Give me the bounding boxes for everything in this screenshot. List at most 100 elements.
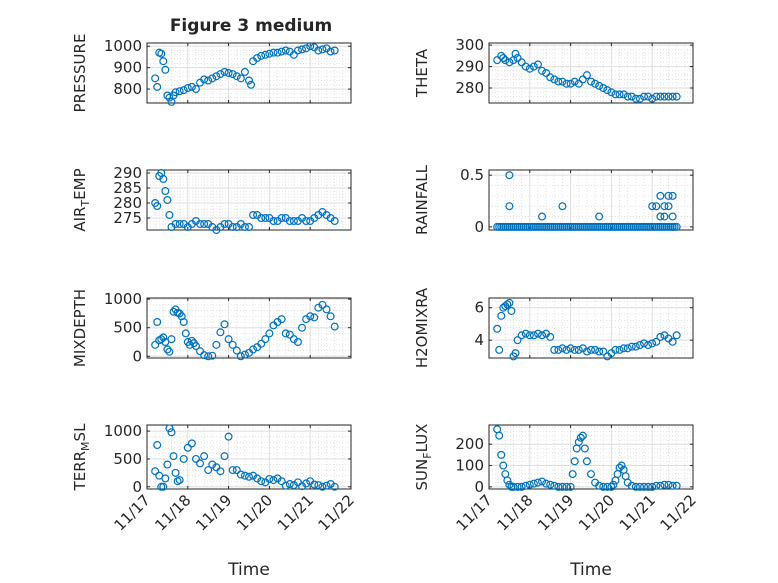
data-point (245, 472, 254, 481)
data-point (599, 83, 608, 92)
data-point (562, 482, 571, 491)
axes-frame (488, 424, 694, 490)
data-point (298, 323, 307, 332)
data-point (495, 431, 504, 440)
subplot-mixdepth: 0 500 1000 MIXDEPTH (71, 289, 352, 367)
data-point (220, 220, 229, 229)
data-point (232, 466, 241, 475)
data-point (326, 312, 335, 321)
data-point (611, 90, 620, 99)
data-point (521, 329, 530, 338)
data-point (159, 57, 168, 66)
data-point (648, 202, 657, 211)
data-point (652, 202, 661, 211)
y-tick-label: 6 (474, 299, 484, 317)
data-point (570, 345, 579, 354)
data-point (582, 71, 591, 80)
data-point (497, 450, 506, 459)
data-point (538, 212, 547, 221)
data-point (257, 477, 266, 486)
data-point (517, 58, 526, 67)
data-point (509, 482, 518, 491)
y-axis-label: THETA (413, 48, 431, 98)
data-point (648, 339, 657, 348)
data-point (212, 72, 221, 81)
data-point (578, 431, 587, 440)
data-point (171, 468, 180, 477)
data-point (257, 339, 266, 348)
data-point (607, 482, 616, 491)
data-point (566, 482, 575, 491)
data-point (631, 94, 640, 103)
data-point (525, 64, 534, 73)
data-point (619, 90, 628, 99)
data-point (554, 77, 563, 86)
data-point (668, 337, 677, 346)
data-point (497, 51, 506, 60)
data-point (664, 202, 673, 211)
data-point (204, 466, 213, 475)
data-point (289, 50, 298, 59)
data-point (505, 480, 514, 489)
data-point (660, 92, 669, 101)
data-point (228, 70, 237, 79)
data-point (586, 470, 595, 479)
data-point (330, 322, 339, 331)
data-point (306, 42, 315, 51)
data-point (499, 461, 508, 470)
data-point (200, 452, 209, 461)
data-point (546, 480, 555, 489)
y-axis-label: MIXDEPTH (71, 289, 89, 367)
data-point (269, 48, 278, 57)
data-point (656, 92, 665, 101)
data-point (627, 481, 636, 490)
data-point (529, 479, 538, 488)
data-point (200, 351, 209, 360)
data-point (236, 74, 245, 83)
data-point (224, 335, 233, 344)
data-point (503, 300, 512, 309)
data-point (505, 58, 514, 67)
data-point (163, 196, 172, 205)
data-point (179, 86, 188, 95)
data-point (538, 331, 547, 340)
data-point (595, 81, 604, 90)
data-point (558, 482, 567, 491)
data-point (623, 344, 632, 353)
data-point (505, 171, 514, 180)
data-point (289, 217, 298, 226)
subplot-rainfall: 0 0.5 RAINFALL (413, 164, 694, 236)
y-tick-label: 275 (113, 209, 142, 227)
data-point (599, 482, 608, 491)
data-point (640, 92, 649, 101)
data-point (529, 331, 538, 340)
y-tick-label: 0.5 (460, 166, 484, 184)
y-tick-label: 500 (113, 319, 142, 337)
data-point (310, 313, 319, 322)
data-point (208, 351, 217, 360)
data-point (668, 191, 677, 200)
data-point (529, 62, 538, 71)
x-axis-label: Time (227, 560, 270, 580)
data-point (277, 315, 286, 324)
data-point (302, 44, 311, 53)
data-point (640, 482, 649, 491)
data-point (558, 344, 567, 353)
data-point (513, 336, 522, 345)
data-point (533, 478, 542, 487)
data-point (183, 83, 192, 92)
data-point (191, 454, 200, 463)
data-point (265, 329, 274, 338)
y-tick-label: 280 (455, 79, 484, 97)
y-axis-label: SUNFLUX (413, 424, 434, 491)
data-point (615, 90, 624, 99)
y-tick-label: 300 (455, 36, 484, 54)
data-point (554, 482, 563, 491)
data-point (310, 480, 319, 489)
data-point (249, 211, 258, 220)
data-point (261, 335, 270, 344)
data-point (196, 459, 205, 468)
data-point (228, 466, 237, 475)
data-point (631, 482, 640, 491)
data-point (599, 347, 608, 356)
